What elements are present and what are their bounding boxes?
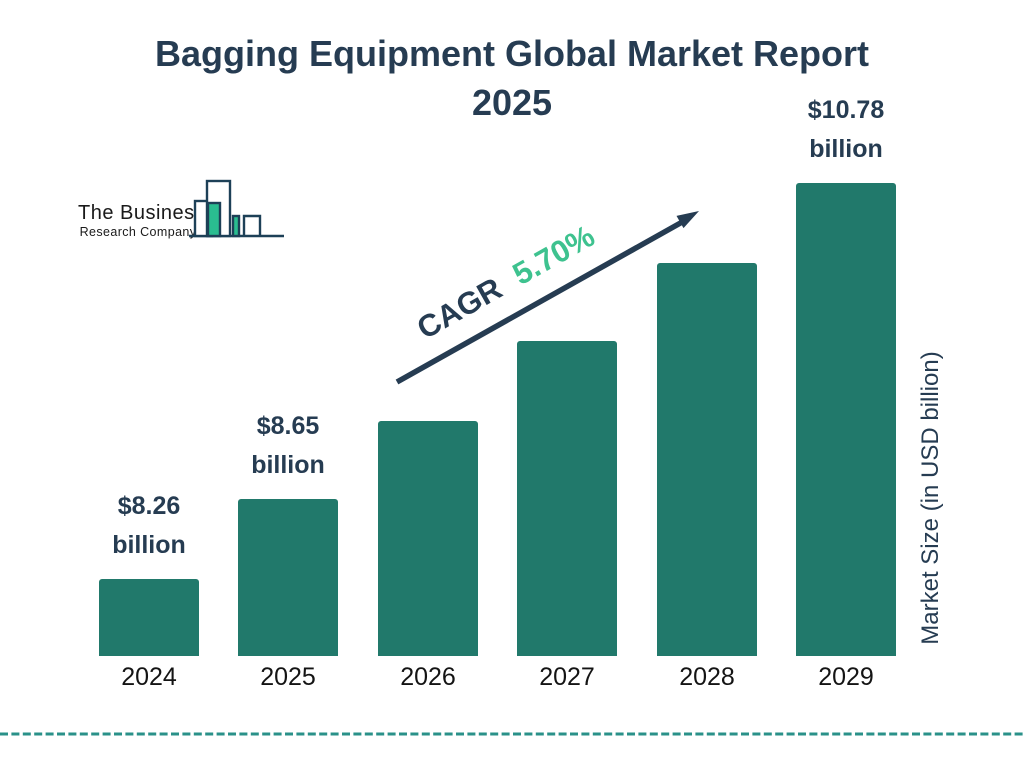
value-amount: $10.78 [807,96,885,124]
value-label-2024: $8.26 billion [39,487,259,565]
value-amount: $8.26 [117,492,181,520]
x-axis-label-2026: 2026 [400,663,456,691]
company-subname: Research Company [79,225,197,239]
y-axis-label: Market Size (in USD billion) [917,351,944,645]
x-axis-label-2029: 2029 [818,663,874,691]
company-logo-text: The Business Research Company [78,202,206,239]
bar-2026 [378,421,478,656]
value-unit: billion [809,135,883,163]
company-logo: The Business Research Company [75,176,287,244]
company-name: The Business [78,202,206,224]
page-title-line2: 2025 [471,81,553,123]
value-unit: billion [112,531,186,559]
bar-2028 [657,263,757,656]
x-axis-label-2024: 2024 [121,663,177,691]
page-title-line1: Bagging Equipment Global Market Report [154,33,870,74]
value-label-2025: $8.65 billion [178,407,398,485]
bar-2024 [99,579,199,656]
x-axis-label-2028: 2028 [679,663,735,691]
value-unit: billion [251,451,325,479]
x-axis-label-2027: 2027 [539,663,595,691]
page-title: Bagging Equipment Global Market Report 2… [0,30,1024,127]
x-axis-label-2025: 2025 [260,663,316,691]
bar-2027 [517,341,617,656]
value-label-2029: $10.78 billion [736,91,956,169]
bar-2025 [238,499,338,656]
logo-bar-chart-icon [189,179,284,238]
value-amount: $8.65 [256,412,320,440]
bar-2029 [796,183,896,656]
